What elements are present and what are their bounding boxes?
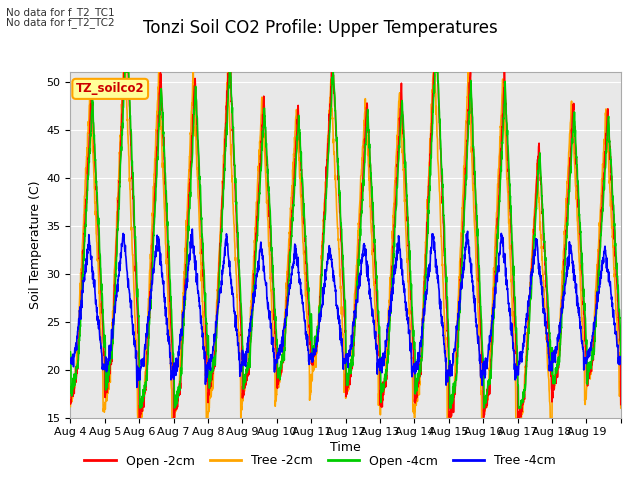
X-axis label: Time: Time: [330, 442, 361, 455]
Text: No data for f_T2_TC2: No data for f_T2_TC2: [6, 17, 115, 28]
Legend: Open -2cm, Tree -2cm, Open -4cm, Tree -4cm: Open -2cm, Tree -2cm, Open -4cm, Tree -4…: [78, 448, 562, 474]
Y-axis label: Soil Temperature (C): Soil Temperature (C): [29, 180, 42, 309]
Text: Tonzi Soil CO2 Profile: Upper Temperatures: Tonzi Soil CO2 Profile: Upper Temperatur…: [143, 19, 497, 37]
Text: No data for f_T2_TC1: No data for f_T2_TC1: [6, 7, 115, 18]
Text: TZ_soilco2: TZ_soilco2: [76, 83, 145, 96]
